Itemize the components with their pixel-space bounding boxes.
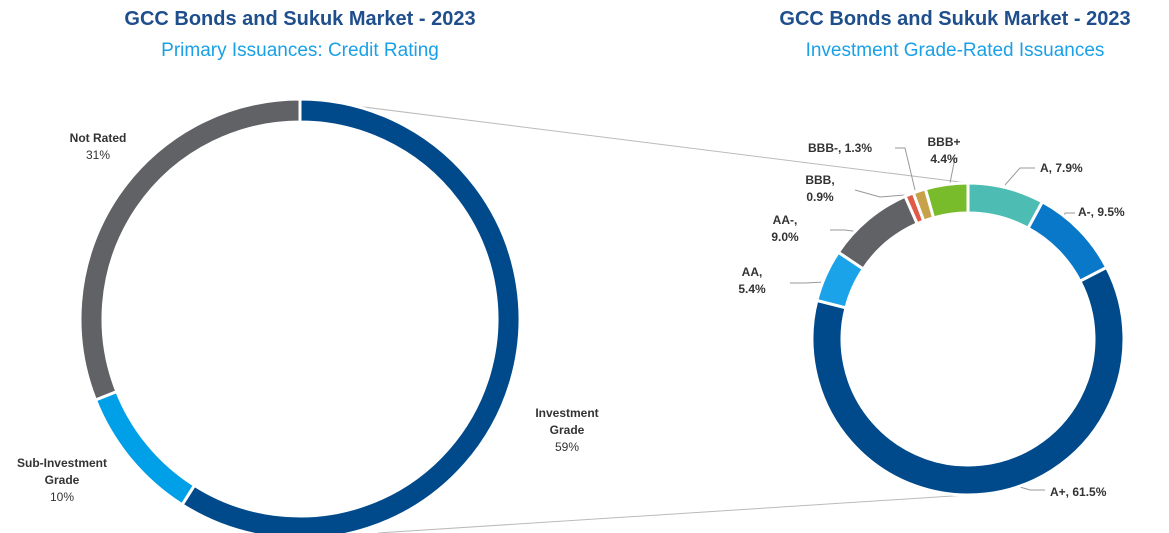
value-label: 1.3%	[844, 141, 873, 155]
slice	[836, 194, 920, 272]
slice	[78, 97, 302, 402]
value-label: 59%	[554, 440, 580, 454]
category-label: BBB,	[805, 173, 835, 187]
category-label: Not Rated	[69, 131, 127, 145]
value-label: 9.5%	[1097, 205, 1125, 219]
value-label: 10%	[49, 490, 75, 504]
data-label: AA, 5.4%	[722, 264, 782, 298]
leader-lines	[790, 147, 1075, 491]
data-label: BBB+ 4.4%	[914, 134, 974, 168]
value-label: 9.0%	[771, 230, 799, 244]
value-label: 61.5%	[1072, 485, 1107, 499]
data-label: A+, 61.5%	[1050, 484, 1106, 501]
value-label: 5.4%	[738, 282, 766, 296]
chart-title: GCC Bonds and Sukuk Market - 2023	[779, 8, 1131, 30]
data-label: AA-, 9.0%	[755, 212, 815, 246]
slice	[180, 97, 522, 533]
chart-subtitle: Investment Grade-Rated Issuances	[805, 40, 1105, 61]
data-label: A, 7.9%	[1040, 160, 1083, 177]
category-label: A+,	[1050, 485, 1070, 499]
data-label: Not Rated 31%	[53, 130, 143, 164]
chart-subtitle: Primary Issuances: Credit Rating	[161, 40, 439, 61]
category-label: AA-,	[772, 213, 798, 227]
category-label: AA,	[741, 265, 763, 279]
category-label: BBB-,	[808, 141, 842, 155]
category-label: Investment Grade	[535, 406, 599, 437]
data-label: Sub-Investment Grade 10%	[2, 455, 122, 506]
slice	[923, 181, 970, 220]
slice	[810, 265, 1126, 497]
category-label: A,	[1040, 161, 1052, 175]
chart-title: GCC Bonds and Sukuk Market - 2023	[124, 8, 476, 30]
data-label: A-, 9.5%	[1078, 204, 1125, 221]
data-label: BBB, 0.9%	[790, 172, 850, 206]
value-label: 0.9%	[806, 190, 834, 204]
data-label: Investment Grade 59%	[522, 405, 612, 456]
value-label: 31%	[85, 148, 111, 162]
category-label: BBB+	[927, 135, 961, 149]
category-label: Sub-Investment Grade	[16, 456, 107, 487]
value-label: 4.4%	[930, 152, 958, 166]
zoom-line	[377, 494, 969, 533]
category-label: A-,	[1078, 205, 1094, 219]
zoom-line	[299, 98, 969, 184]
value-label: 7.9%	[1055, 161, 1083, 175]
data-label: BBB-, 1.3%	[808, 140, 872, 157]
